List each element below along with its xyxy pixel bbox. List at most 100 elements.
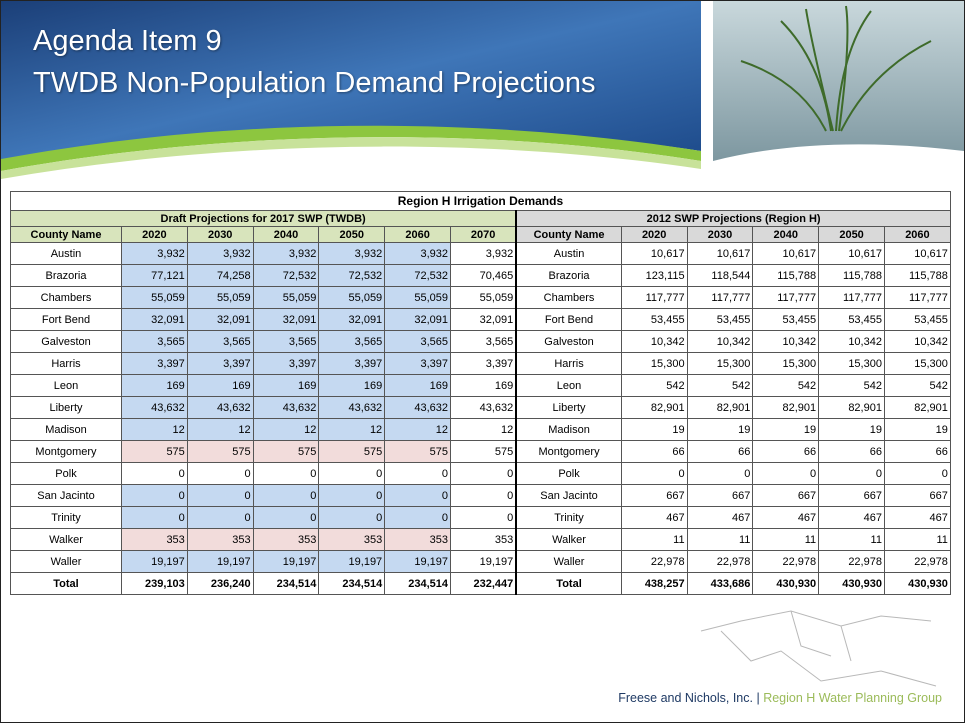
value-cell: 467 [620, 506, 688, 529]
value-cell: 117,777 [620, 286, 688, 309]
value-cell: 239,103 [121, 572, 188, 595]
data-row: Montgomery 575 575 575 575 575 575 Montgomery 66… [10, 440, 951, 463]
county-cell: Madison [515, 418, 622, 441]
value-cell: 82,901 [752, 396, 820, 419]
value-cell: 169 [186, 374, 254, 397]
value-cell: 32,091 [318, 308, 386, 331]
value-cell: 10,617 [686, 242, 754, 265]
value-cell: 0 [252, 484, 320, 507]
value-cell: 22,978 [818, 550, 885, 573]
value-cell: 0 [449, 506, 518, 529]
county-cell: Fort Bend [515, 308, 622, 331]
title: Agenda Item 9 [33, 25, 222, 57]
value-cell: 55,059 [449, 286, 518, 309]
total-row: Total 239,103 236,240 234,514 234,514 234,514… [10, 572, 951, 595]
value-cell: 3,932 [252, 242, 320, 265]
value-cell: 169 [121, 374, 188, 397]
value-cell: 117,777 [818, 286, 885, 309]
value-cell: 0 [883, 462, 951, 485]
data-row: Fort Bend 32,091 32,091 32,091 32,091 32,091 3… [10, 308, 951, 331]
value-cell: 10,617 [818, 242, 885, 265]
value-cell: 115,788 [752, 264, 820, 287]
value-cell: 32,091 [449, 308, 518, 331]
value-cell: 236,240 [186, 572, 254, 595]
value-cell: 10,342 [752, 330, 820, 353]
value-cell: 15,300 [620, 352, 688, 375]
value-cell: 232,447 [449, 572, 518, 595]
column-header: 2050 [818, 226, 885, 243]
value-cell: 117,777 [883, 286, 951, 309]
value-cell: 169 [252, 374, 320, 397]
value-cell: 19 [686, 418, 754, 441]
county-cell: Fort Bend [10, 308, 122, 331]
value-cell: 12 [252, 418, 320, 441]
column-header: County Name [515, 226, 622, 243]
table-title: Region H Irrigation Demands [10, 191, 951, 211]
county-cell: San Jacinto [515, 484, 622, 507]
value-cell: 72,532 [384, 264, 451, 287]
map-outline [700, 610, 937, 687]
value-cell: 32,091 [384, 308, 451, 331]
value-cell: 10,342 [818, 330, 885, 353]
value-cell: 55,059 [318, 286, 386, 309]
county-cell: Montgomery [10, 440, 122, 463]
county-cell: Trinity [10, 506, 122, 529]
value-cell: 0 [186, 506, 254, 529]
value-cell: 19,197 [449, 550, 518, 573]
value-cell: 467 [752, 506, 820, 529]
data-row: Galveston 3,565 3,565 3,565 3,565 3,565 3,565 G… [10, 330, 951, 353]
value-cell: 43,632 [186, 396, 254, 419]
county-cell: Leon [10, 374, 122, 397]
value-cell: 0 [384, 484, 451, 507]
value-cell: 15,300 [883, 352, 951, 375]
value-cell: 0 [449, 462, 518, 485]
column-header: 2040 [252, 226, 320, 243]
value-cell: 53,455 [883, 308, 951, 331]
value-cell: 11 [752, 528, 820, 551]
value-cell: 66 [883, 440, 951, 463]
value-cell: 43,632 [121, 396, 188, 419]
value-cell: 353 [318, 528, 386, 551]
county-cell: Waller [10, 550, 122, 573]
value-cell: 575 [384, 440, 451, 463]
value-cell: 169 [384, 374, 451, 397]
value-cell: 32,091 [186, 308, 254, 331]
value-cell: 0 [449, 484, 518, 507]
value-cell: 10,342 [883, 330, 951, 353]
header-art [1, 1, 964, 179]
value-cell: 10,342 [620, 330, 688, 353]
value-cell: 66 [818, 440, 885, 463]
value-cell: 430,930 [818, 572, 885, 595]
column-header: 2020 [121, 226, 188, 243]
value-cell: 0 [752, 462, 820, 485]
value-cell: 542 [883, 374, 951, 397]
value-cell: 3,565 [186, 330, 254, 353]
value-cell: 19 [752, 418, 820, 441]
value-cell: 11 [686, 528, 754, 551]
data-row: San Jacinto 0 0 0 0 0 0 San Jacinto 667 667 667 667… [10, 484, 951, 507]
value-cell: 0 [121, 462, 188, 485]
company: Freese and Nichols, Inc. [618, 691, 753, 705]
group-header: Draft Projections for 2017 SWP (TWDB) [10, 210, 518, 227]
value-cell: 43,632 [318, 396, 386, 419]
value-cell: 542 [752, 374, 820, 397]
value-cell: 3,565 [384, 330, 451, 353]
value-cell: 22,978 [752, 550, 820, 573]
value-cell: 667 [883, 484, 951, 507]
county-cell: Polk [10, 462, 122, 485]
value-cell: 15,300 [818, 352, 885, 375]
value-cell: 3,397 [318, 352, 386, 375]
value-cell: 55,059 [384, 286, 451, 309]
data-row: Polk 0 0 0 0 0 0 Polk 0 0 0 0 0 [10, 462, 951, 485]
value-cell: 169 [449, 374, 518, 397]
data-row: Harris 3,397 3,397 3,397 3,397 3,397 3,397 Harr… [10, 352, 951, 375]
value-cell: 15,300 [686, 352, 754, 375]
county-cell: Galveston [10, 330, 122, 353]
value-cell: 234,514 [252, 572, 320, 595]
value-cell: 3,932 [449, 242, 518, 265]
data-row: Walker 353 353 353 353 353 353 Walker 11 11 11 11 11 [10, 528, 951, 551]
value-cell: 542 [818, 374, 885, 397]
value-cell: 12 [186, 418, 254, 441]
column-row: County Name 2020 2030 2040 2050 2060 2070 Count… [10, 226, 951, 243]
